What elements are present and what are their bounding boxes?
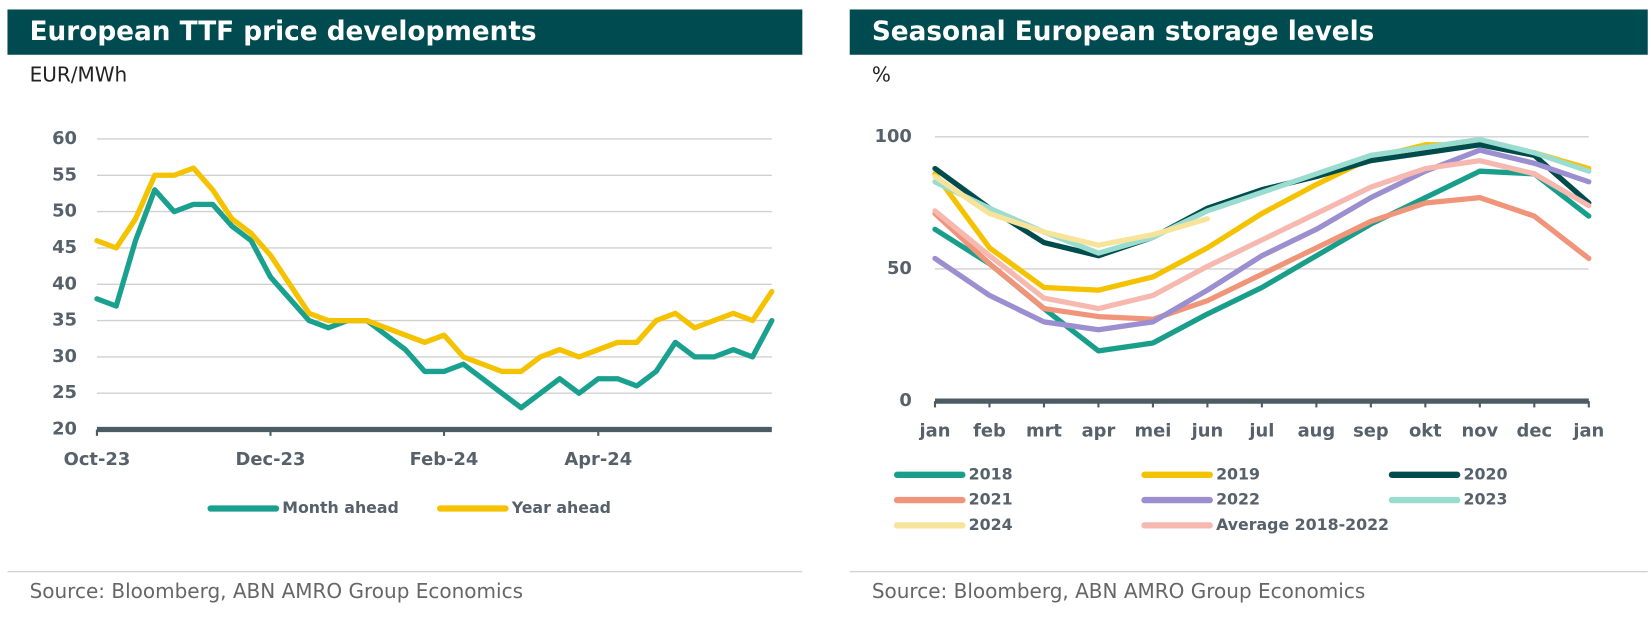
x-tick-label: nov xyxy=(1461,421,1498,442)
y-tick-label: 0 xyxy=(899,390,911,411)
x-tick-label: feb xyxy=(973,421,1006,442)
y-tick-label: 30 xyxy=(52,346,77,367)
legend-label: Year ahead xyxy=(511,498,611,517)
x-tick-label: aug xyxy=(1298,421,1336,442)
x-tick-label: okt xyxy=(1409,421,1442,442)
legend-label: 2020 xyxy=(1464,464,1508,483)
legend-label: 2023 xyxy=(1464,490,1508,509)
x-tick-label: jan xyxy=(919,421,951,442)
series-line xyxy=(94,165,775,375)
series-line xyxy=(932,147,1592,333)
x-tick-label: jan xyxy=(1572,421,1604,442)
y-tick-label: 100 xyxy=(875,126,912,147)
y-tick-label: 50 xyxy=(887,258,912,279)
x-tick-label: Feb-24 xyxy=(410,449,479,470)
y-tick-label: 50 xyxy=(52,201,77,222)
source: Source: Bloomberg, ABN AMRO Group Econom… xyxy=(872,579,1365,603)
y-tick-label: 45 xyxy=(52,237,77,258)
y-tick-label: 40 xyxy=(52,273,77,294)
legend-label: 2021 xyxy=(969,490,1013,509)
legend-label: 2018 xyxy=(969,464,1013,483)
series-line xyxy=(932,194,1592,322)
series-line xyxy=(932,173,1211,248)
y-axis-label: EUR/MWh xyxy=(30,62,128,86)
x-tick-label: jul xyxy=(1248,421,1274,442)
header-bar xyxy=(7,9,803,55)
series-line xyxy=(932,158,1592,312)
y-tick-label: 20 xyxy=(52,419,77,440)
series-line xyxy=(94,187,775,411)
series-line xyxy=(932,168,1592,354)
x-tick-label: apr xyxy=(1082,421,1116,442)
x-tick-label: Apr-24 xyxy=(564,449,632,470)
chart-title: European TTF price developments xyxy=(30,17,537,47)
x-tick-label: mrt xyxy=(1026,421,1062,442)
legend-label: Average 2018-2022 xyxy=(1216,515,1389,534)
y-tick-label: 25 xyxy=(52,382,77,403)
chart-title: Seasonal European storage levels xyxy=(872,17,1374,47)
x-tick-label: mei xyxy=(1134,421,1171,442)
x-tick-label: sep xyxy=(1353,421,1389,442)
source: Source: Bloomberg, ABN AMRO Group Econom… xyxy=(30,579,523,603)
x-tick-label: Dec-23 xyxy=(236,449,306,470)
x-tick-label: jun xyxy=(1191,421,1224,442)
header-bar xyxy=(849,9,1648,55)
x-tick-label: Oct-23 xyxy=(64,449,131,470)
legend-label: 2022 xyxy=(1216,490,1260,509)
y-tick-label: 35 xyxy=(52,310,77,331)
legend-label: 2019 xyxy=(1216,464,1260,483)
x-tick-label: dec xyxy=(1517,421,1553,442)
y-tick-label: 60 xyxy=(52,128,77,149)
legend-label: Month ahead xyxy=(282,498,399,517)
y-tick-label: 55 xyxy=(52,164,77,185)
legend-label: 2024 xyxy=(969,515,1013,534)
y-axis-label: % xyxy=(872,62,891,86)
